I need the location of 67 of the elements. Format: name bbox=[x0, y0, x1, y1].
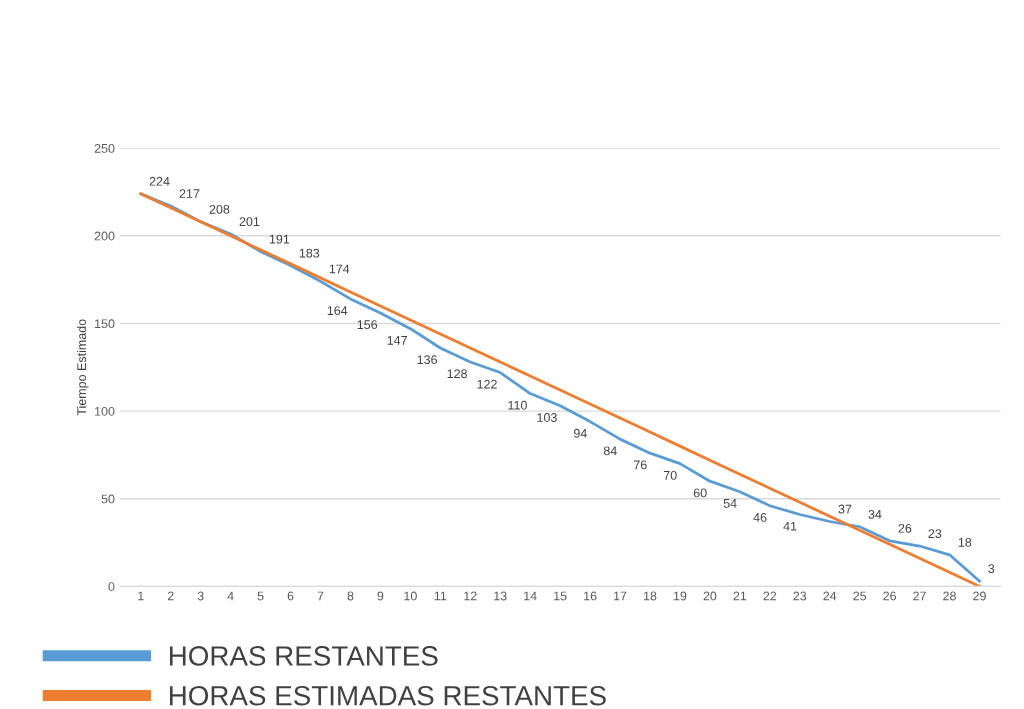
data-label: 110 bbox=[508, 400, 527, 410]
data-label: 224 bbox=[149, 176, 170, 186]
x-tick-label: 12 bbox=[464, 591, 477, 601]
data-label: 18 bbox=[958, 537, 972, 547]
x-tick-label: 21 bbox=[733, 591, 747, 601]
y-axis-title: Tiempo Estimado bbox=[76, 319, 89, 416]
data-label: 26 bbox=[898, 523, 912, 533]
data-label: 122 bbox=[477, 379, 497, 389]
data-label: 217 bbox=[179, 189, 200, 198]
x-tick-label: 11 bbox=[434, 591, 447, 601]
data-label: 103 bbox=[537, 413, 557, 422]
x-tick-label: 13 bbox=[494, 591, 507, 601]
data-label: 23 bbox=[928, 529, 942, 539]
x-tick-label: 27 bbox=[913, 591, 926, 601]
x-tick-label: 10 bbox=[404, 591, 417, 601]
y-tick-label: 150 bbox=[95, 319, 115, 329]
x-tick-label: 19 bbox=[673, 591, 687, 601]
data-label: 191 bbox=[269, 234, 290, 244]
y-tick-label: 50 bbox=[101, 494, 115, 504]
y-tick-label: 200 bbox=[94, 231, 115, 241]
x-tick-label: 5 bbox=[257, 591, 264, 601]
legend-label: HORAS ESTIMADAS RESTANTES bbox=[169, 685, 606, 706]
data-label: 183 bbox=[299, 248, 320, 258]
x-tick-label: 24 bbox=[823, 591, 837, 601]
data-label: 3 bbox=[988, 564, 995, 574]
data-label: 37 bbox=[838, 504, 852, 514]
data-label: 54 bbox=[723, 499, 737, 508]
x-tick-label: 1 bbox=[138, 591, 144, 601]
data-label: 164 bbox=[327, 306, 348, 316]
data-label: 46 bbox=[753, 513, 767, 522]
x-tick-label: 25 bbox=[853, 591, 867, 601]
x-tick-label: 14 bbox=[524, 591, 537, 601]
x-tick-label: 26 bbox=[883, 591, 897, 601]
x-tick-label: 20 bbox=[703, 591, 717, 601]
data-label: 128 bbox=[447, 369, 467, 379]
data-label: 41 bbox=[783, 521, 797, 531]
x-tick-label: 28 bbox=[943, 591, 956, 601]
data-label: 208 bbox=[209, 204, 230, 214]
x-tick-label: 16 bbox=[584, 591, 597, 601]
x-tick-label: 3 bbox=[197, 591, 204, 601]
y-tick-label: 0 bbox=[108, 582, 115, 591]
x-tick-label: 17 bbox=[614, 591, 627, 601]
x-tick-label: 7 bbox=[317, 591, 324, 601]
data-label: 156 bbox=[357, 320, 378, 330]
x-tick-label: 15 bbox=[554, 591, 567, 601]
y-tick-label: 100 bbox=[95, 406, 115, 416]
x-tick-label: 8 bbox=[347, 591, 354, 601]
legend-label: HORAS RESTANTES bbox=[169, 646, 438, 666]
x-tick-label: 6 bbox=[287, 591, 294, 601]
data-label: 70 bbox=[663, 470, 677, 480]
x-tick-label: 18 bbox=[643, 591, 657, 601]
x-tick-label: 4 bbox=[227, 591, 234, 601]
data-label: 174 bbox=[329, 264, 350, 274]
data-label: 147 bbox=[387, 336, 407, 345]
data-label: 34 bbox=[868, 509, 882, 519]
data-label: 84 bbox=[603, 446, 617, 456]
y-tick-label: 250 bbox=[94, 143, 115, 153]
x-tick-label: 23 bbox=[793, 591, 807, 601]
data-label: 76 bbox=[633, 460, 647, 470]
data-label: 94 bbox=[573, 428, 587, 438]
data-label: 60 bbox=[693, 488, 707, 498]
data-label: 136 bbox=[417, 355, 437, 365]
x-tick-label: 9 bbox=[377, 591, 384, 601]
x-tick-label: 22 bbox=[763, 591, 777, 601]
data-label: 201 bbox=[239, 217, 260, 227]
x-tick-label: 2 bbox=[167, 591, 174, 601]
x-tick-label: 29 bbox=[973, 591, 986, 601]
